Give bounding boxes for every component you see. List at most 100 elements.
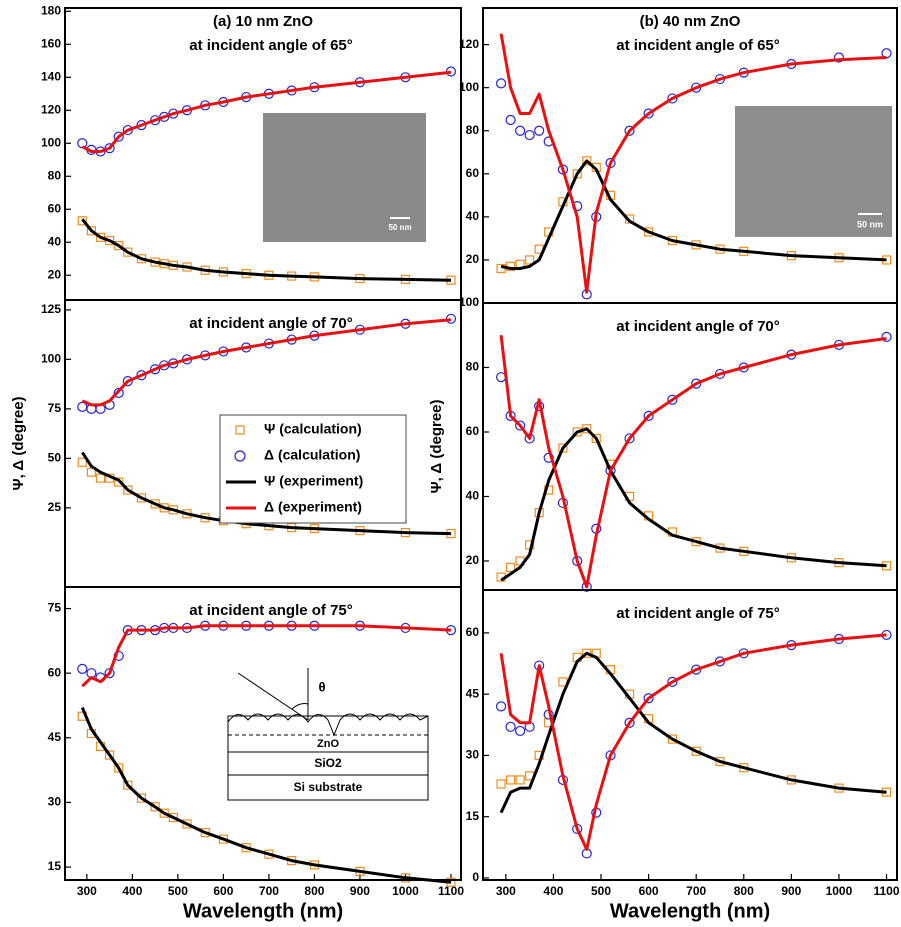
data-marker xyxy=(86,226,97,236)
data-marker xyxy=(77,663,88,674)
y-tick-label: 40 xyxy=(48,234,62,248)
panel-label: (a) 10 nm ZnO xyxy=(213,13,313,30)
data-line xyxy=(499,651,887,814)
y-tick-label: 20 xyxy=(48,267,62,281)
layer-label: SiO2 xyxy=(314,756,342,770)
y-tick-label: 180 xyxy=(41,3,61,17)
data-line xyxy=(81,624,452,688)
data-marker xyxy=(105,750,115,760)
data-marker xyxy=(77,138,88,149)
data-marker xyxy=(77,216,87,226)
data-marker xyxy=(515,725,526,737)
sem-image xyxy=(263,113,426,242)
panel-label: (b) 40 nm ZnO xyxy=(640,13,741,30)
plot: 15 30 45 60 75 300 400 500 600 700 800 900 1000 1100 a… xyxy=(48,586,464,922)
data-line xyxy=(80,707,452,884)
legend-swatch xyxy=(234,450,246,462)
plot: 20 40 60 80 100 120 140 160 180 (a) 10 nm ZnO at i… xyxy=(41,3,462,301)
data-marker xyxy=(881,48,892,59)
data-marker xyxy=(113,131,124,142)
x-tick-label: 300 xyxy=(496,884,516,898)
data-marker xyxy=(495,701,507,712)
plot: 25 50 75 100 125 at incident angle of 70° Ψ, Δ… xyxy=(10,299,462,588)
data-line xyxy=(81,218,452,282)
data-marker xyxy=(113,387,124,399)
data-line xyxy=(81,70,452,153)
data-marker xyxy=(114,477,124,487)
chart-title: at incident angle of 75° xyxy=(189,602,353,619)
data-marker xyxy=(591,433,601,444)
legend-label: Δ (calculation) xyxy=(264,447,360,463)
data-marker xyxy=(159,808,169,818)
chart-title: at incident angle of 75° xyxy=(616,605,780,622)
data-marker xyxy=(159,111,170,122)
data-marker xyxy=(643,108,654,119)
data-line xyxy=(499,633,887,851)
x-tick-label: 600 xyxy=(639,884,659,898)
y-tick-label: 15 xyxy=(466,809,480,823)
data-marker xyxy=(624,214,635,224)
data-marker xyxy=(624,717,635,728)
data-marker xyxy=(505,721,516,732)
x-tick-label: 900 xyxy=(350,884,370,898)
chart-title: at incident angle of 65° xyxy=(616,37,780,54)
data-line xyxy=(500,427,887,582)
data-marker xyxy=(123,780,133,790)
x-tick-label: 400 xyxy=(122,884,142,898)
data-marker xyxy=(136,793,147,803)
y-tick-label: 40 xyxy=(466,489,480,503)
plot: 20 40 60 80 100 at incident angle of 70° Ψ, Δ … xyxy=(428,295,898,592)
x-tick-label: 700 xyxy=(259,884,279,898)
plot: 0 15 30 45 60 300 400 500 600 700 800 900 1000 1100 at… xyxy=(466,589,900,922)
data-marker xyxy=(122,376,133,387)
data-marker xyxy=(833,52,845,63)
legend-box xyxy=(219,414,407,524)
data-marker xyxy=(643,693,654,704)
y-tick-label: 120 xyxy=(41,102,61,116)
legend: Ψ (calculation) Δ (calculation) Ψ (experim… xyxy=(219,414,407,524)
y-tick-label: 0 xyxy=(472,870,479,884)
incident-ray xyxy=(237,672,309,721)
data-marker xyxy=(534,125,545,136)
scale-label: 50 nm xyxy=(857,219,883,229)
plot-frame xyxy=(482,589,898,881)
y-tick-label: 125 xyxy=(41,302,61,316)
data-marker xyxy=(524,129,535,141)
data-marker xyxy=(150,115,161,126)
y-tick-label: 80 xyxy=(48,168,62,182)
y-tick-label: 60 xyxy=(466,166,480,180)
legend-label: Ψ (calculation) xyxy=(264,421,362,437)
y-tick-label: 45 xyxy=(48,730,62,744)
data-marker xyxy=(582,648,592,658)
data-marker xyxy=(506,775,516,785)
x-tick-label: 500 xyxy=(591,884,611,898)
data-marker xyxy=(643,410,654,421)
y-tick-label: 100 xyxy=(459,295,479,309)
y-tick-label: 140 xyxy=(41,69,61,83)
x-tick-label: 600 xyxy=(213,884,233,898)
x-tick-label: 300 xyxy=(77,884,97,898)
data-marker xyxy=(691,746,701,756)
y-tick-label: 160 xyxy=(41,36,61,50)
data-marker xyxy=(572,169,582,179)
x-tick-label: 1000 xyxy=(392,884,419,898)
chart-title: at incident angle of 65° xyxy=(189,37,353,54)
y-axis-label: Ψ, Δ (degree) xyxy=(10,396,27,490)
data-marker xyxy=(95,473,106,483)
plot-frame xyxy=(64,586,462,881)
y-tick-label: 20 xyxy=(466,553,480,567)
data-marker xyxy=(624,433,635,444)
data-marker xyxy=(515,775,525,785)
data-marker xyxy=(150,802,160,812)
x-tick-label: 1100 xyxy=(874,884,900,898)
y-tick-label: 120 xyxy=(459,37,479,51)
x-tick-label: 700 xyxy=(686,884,706,898)
y-tick-label: 100 xyxy=(41,352,61,366)
data-marker xyxy=(168,812,178,823)
data-line xyxy=(499,335,887,589)
y-tick-label: 60 xyxy=(466,625,480,639)
y-tick-label: 30 xyxy=(466,748,480,762)
y-tick-label: 75 xyxy=(48,401,62,415)
data-marker xyxy=(104,143,115,154)
